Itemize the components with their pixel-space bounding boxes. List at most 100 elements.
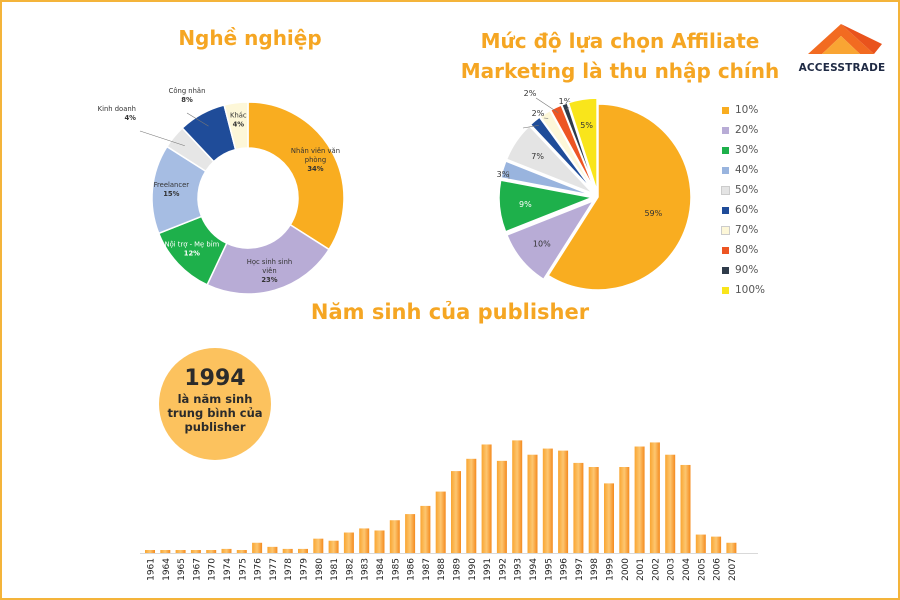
bar-2001 [634,446,645,553]
bar-1983 [359,528,370,553]
tick-label-2007: 2007 [728,558,738,581]
tick-label-1993: 1993 [514,558,524,581]
pie-value-30: 9% [519,200,532,209]
donut-leader-cong-nhan [186,112,209,127]
bar-1978 [282,548,293,553]
badge-line-1: là năm sinh [177,392,253,406]
tick-label-1975: 1975 [238,558,248,581]
badge-line-2: trung bình của [167,406,263,420]
pie-slice-40 [500,160,593,197]
legend-item-10: 10% [722,100,802,120]
tick-label-1994: 1994 [529,558,539,581]
bar-1985 [389,520,400,553]
tick-label-1990: 1990 [468,558,478,581]
bar-2000 [619,467,630,553]
donut-label-freelancer: Freelancer [154,181,190,189]
tick-label-1984: 1984 [376,558,386,581]
tick-label-1996: 1996 [560,558,570,581]
bar-1998 [588,467,599,553]
legend-item-20: 20% [722,120,802,140]
bar-1994 [527,454,538,553]
pie-value-100: 5% [580,121,593,130]
legend-label-100: 100% [735,284,766,296]
bar-1970 [206,550,217,553]
tick-label-1992: 1992 [498,558,508,581]
donut-value-khac: 4% [233,121,245,129]
bar-1982 [343,532,354,553]
bar-1996 [558,450,569,553]
pie-slice-100 [567,97,598,192]
bar-2002 [649,442,660,553]
legend-item-70: 70% [721,220,802,240]
pie-slice-30 [498,179,595,233]
tick-label-1967: 1967 [192,558,202,581]
legend-swatch-40 [722,166,729,174]
donut-value-noi-tro-me-bim: 12% [184,250,200,258]
tick-label-1986: 1986 [407,558,417,581]
pie-leader-60 [522,125,539,129]
legend-label-70: 70% [735,224,759,236]
tick-label-1991: 1991 [483,558,493,581]
pie-value-20: 10% [533,240,551,249]
bar-1997 [573,462,584,553]
bar-1967 [190,550,201,553]
tick-label-1977: 1977 [269,558,279,581]
tick-label-1995: 1995 [544,558,554,581]
tick-label-1985: 1985 [391,558,401,581]
bar-1984 [374,530,385,553]
tick-label-2005: 2005 [697,558,707,581]
bar-1965 [175,550,186,553]
bar-1987 [420,505,431,553]
legend-label-60: 60% [735,204,759,216]
tick-label-1997: 1997 [575,558,585,581]
legend-label-20: 20% [735,124,759,136]
donut-label-nhan-vien-van-phong: Nhân viên văn [291,147,340,155]
legend-swatch-100 [722,286,729,294]
legend-item-50: 50% [721,180,802,200]
legend-label-80: 80% [735,244,759,256]
donut-value-cong-nhan: 8% [181,96,193,104]
donut-label-nhan-vien-van-phong-1: phòng [305,156,326,164]
bar-2007 [726,542,737,553]
tick-label-1965: 1965 [177,558,187,581]
birth-year-chart-title: Năm sinh của publisher [310,300,590,324]
legend-swatch-50 [721,185,730,195]
donut-value-freelancer: 15% [163,190,179,198]
bar-1999 [604,483,614,553]
bar-2004 [680,464,691,553]
legend-label-10: 10% [735,104,759,116]
tick-label-1999: 1999 [606,558,616,581]
donut-value-hoc-sinh-sinh-vien: 23% [261,276,277,284]
tick-label-1983: 1983 [361,558,371,581]
tick-label-1976: 1976 [254,558,264,581]
bar-1992 [496,460,507,553]
donut-label-cong-nhan: Công nhân [169,87,206,95]
tick-label-1961: 1961 [147,558,157,581]
bar-1976 [252,542,263,553]
donut-label-noi-tro-me-bim: Nội trợ - Mẹ bỉm [165,241,220,249]
tick-label-1978: 1978 [284,558,294,581]
bar-1988 [435,491,446,553]
legend-label-50: 50% [735,184,759,196]
legend-item-80: 80% [722,240,802,260]
tick-label-1988: 1988 [437,558,447,581]
bar-2005 [695,534,706,553]
pie-value-70: 2% [532,109,545,118]
birth-year-bar-chart: 1961 1964 1965 1967 1970 1974 1975 1976 1977 1978… [140,440,758,581]
brand-name: ACCESSTRADE [798,62,886,74]
legend-item-60: 60% [722,200,802,220]
tick-label-1964: 1964 [162,558,172,581]
tick-label-2000: 2000 [621,558,631,581]
tick-label-2003: 2003 [667,558,677,581]
pie-value-50: 7% [531,152,544,161]
affiliate-title-line-2: Marketing là thu nhập chính [460,59,780,83]
pie-slice-90 [560,101,597,192]
bar-1989 [451,471,461,553]
tick-label-1970: 1970 [208,558,218,581]
pie-value-10: 59% [644,209,662,218]
tick-label-1981: 1981 [330,558,340,581]
affiliate-pie-chart: 59% 10% 9% 3% 7% 2% 2% 2% 1% 5% [497,89,692,291]
